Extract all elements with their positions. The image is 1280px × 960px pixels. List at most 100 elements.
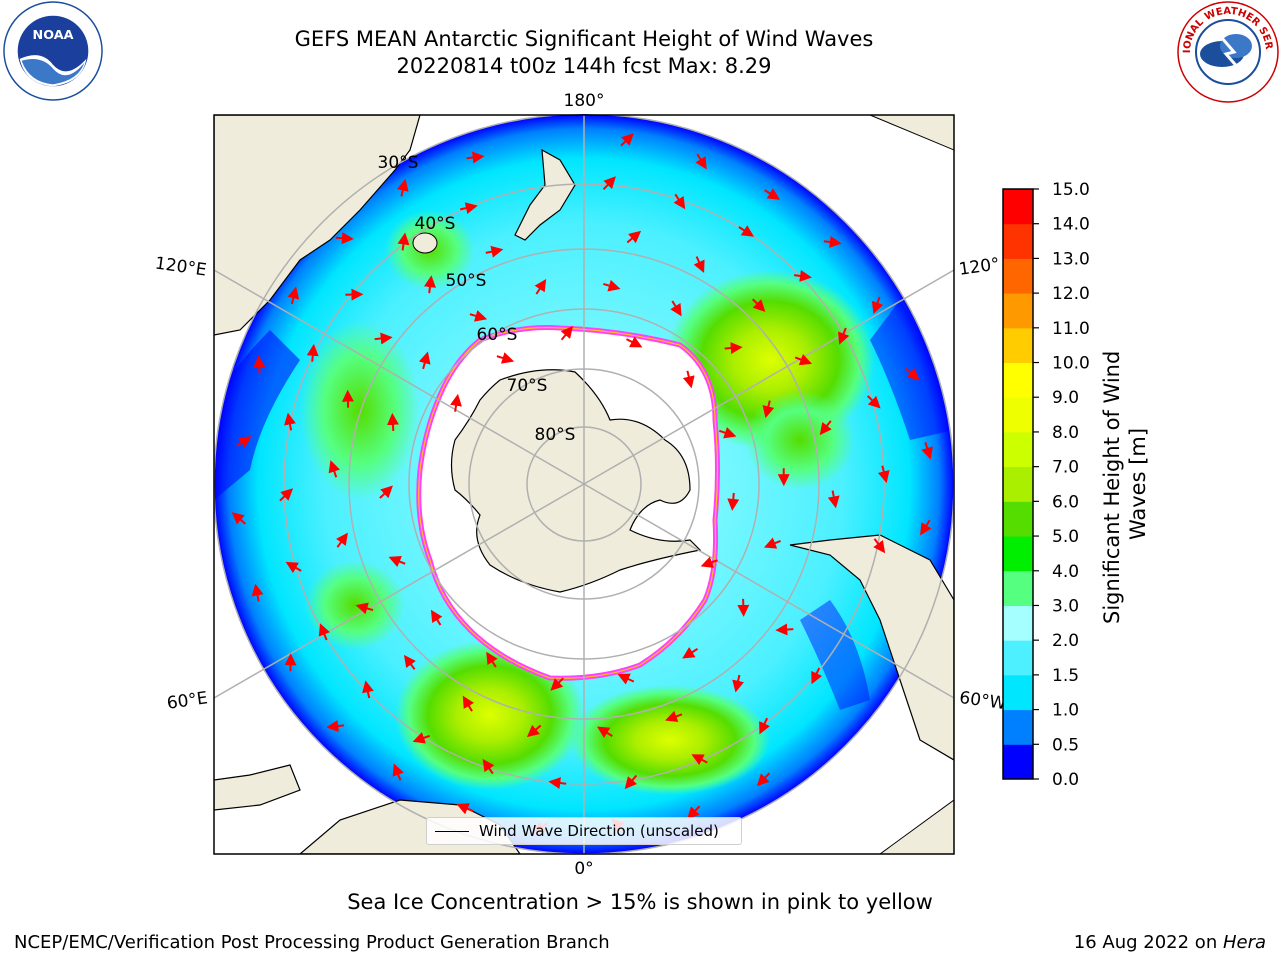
- wave-direction-arrow: [548, 777, 567, 790]
- wave-direction-arrow: [326, 720, 345, 733]
- wave-direction-arrow: [469, 310, 488, 322]
- wave-direction-arrow: [412, 732, 431, 744]
- colorbar-segment: [1003, 536, 1033, 572]
- wave-region-south-indian: [305, 560, 405, 650]
- colorbar-tick-label: 12.0: [1052, 284, 1090, 304]
- colorbar-segment: [1003, 744, 1033, 780]
- wave-direction-arrow: [700, 556, 718, 568]
- wave-direction-arrow: [687, 805, 701, 820]
- wave-direction-arrow: [374, 332, 393, 345]
- wave-direction-arrow: [450, 393, 462, 412]
- wave-direction-arrow: [253, 355, 266, 374]
- wave-direction-arrow: [231, 512, 247, 525]
- colorbar-segment: [1003, 570, 1033, 606]
- lat-label-80: 80°S: [535, 425, 576, 445]
- colorbar-tick-label: 10.0: [1052, 354, 1090, 374]
- colorbar-tick-label: 5.0: [1052, 527, 1079, 547]
- colorbar-segment: [1003, 709, 1033, 745]
- footer-date: 16 Aug 2022 on Hera: [1074, 932, 1266, 953]
- colorbar-segment: [1003, 397, 1033, 433]
- colorbar: [1003, 189, 1033, 780]
- wave-direction-arrow: [620, 133, 634, 147]
- wave-direction-arrow: [738, 225, 755, 237]
- wave-direction-arrow: [534, 278, 547, 295]
- wave-direction-arrow: [819, 420, 832, 436]
- colorbar-border: [1002, 188, 1034, 780]
- wave-direction-arrow: [877, 465, 890, 484]
- wave-direction-arrow: [306, 343, 319, 362]
- land-africa: [214, 764, 301, 811]
- wave-direction-arrow: [920, 519, 932, 536]
- wave-direction-arrow: [456, 803, 474, 815]
- wave-direction-arrow: [921, 442, 933, 460]
- wave-direction-arrow: [379, 485, 393, 499]
- wave-direction-arrow: [794, 353, 813, 366]
- land-antarctica: [450, 369, 702, 593]
- wave-direction-arrow: [682, 370, 695, 389]
- colorbar-title: Significant Height of Wind Waves [m]: [1100, 344, 1150, 624]
- wave-direction-arrow: [624, 774, 638, 790]
- legend-line-swatch: [435, 830, 469, 832]
- wave-direction-arrow: [285, 561, 302, 574]
- colorbar-segment: [1003, 362, 1033, 398]
- colorbar-tick-label: 4.0: [1052, 562, 1079, 582]
- wave-direction-arrow: [328, 460, 340, 478]
- wave-direction-arrow: [423, 275, 436, 294]
- wave-direction-arrow: [386, 412, 399, 431]
- wave-direction-arrow: [459, 202, 478, 215]
- colorbar-tick-label: 3.0: [1052, 596, 1079, 616]
- legend: Wind Wave Direction (unscaled): [426, 817, 742, 845]
- wave-direction-arrow: [597, 726, 613, 738]
- land-corner-top-right: [869, 115, 954, 151]
- wave-region-drake: [745, 390, 855, 490]
- wave-direction-arrow: [670, 300, 682, 317]
- lat-label-50: 50°S: [446, 271, 487, 291]
- wave-direction-arrow: [775, 623, 794, 636]
- wave-direction-arrow: [617, 673, 635, 685]
- colorbar-tick-label: 0.5: [1052, 735, 1079, 755]
- colorbar-segment: [1003, 189, 1033, 225]
- lon-label-bottom: 0°: [574, 859, 593, 879]
- wave-direction-arrow: [235, 436, 252, 448]
- wave-direction-arrow: [560, 325, 573, 341]
- lat-label-30: 30°S: [378, 153, 419, 173]
- colorbar-segment: [1003, 605, 1033, 641]
- wave-direction-arrow: [695, 153, 707, 170]
- wave-direction-arrow: [397, 232, 410, 251]
- colorbar-tick-label: 8.0: [1052, 423, 1079, 443]
- colorbar-segment: [1003, 466, 1033, 502]
- colorbar-tick-label: 1.0: [1052, 701, 1079, 721]
- colorbar-tick-label: 11.0: [1052, 319, 1090, 339]
- wave-direction-arrow: [355, 602, 374, 615]
- lon-label-top: 180°: [564, 91, 605, 111]
- wave-direction-arrow: [392, 763, 404, 781]
- graticule: [214, 115, 954, 854]
- wave-region-atlantic: [570, 685, 770, 795]
- wave-direction-arrow: [526, 724, 542, 738]
- colorbar-tick-label: 9.0: [1052, 388, 1079, 408]
- wave-direction-arrow: [396, 178, 409, 197]
- colorbar-tick-label: 6.0: [1052, 492, 1079, 512]
- wave-direction-arrow: [763, 537, 781, 549]
- wave-direction-arrow: [251, 583, 264, 602]
- wave-direction-arrow: [626, 336, 643, 348]
- wave-direction-arrow: [403, 654, 416, 670]
- wave-direction-arrow: [764, 188, 780, 200]
- colorbar-tick-label: 2.0: [1052, 631, 1079, 651]
- wave-direction-arrow: [762, 400, 775, 419]
- colorbar-tick-label: 0.0: [1052, 770, 1079, 790]
- colorbar-title-line1: Significant Height of Wind: [1100, 351, 1124, 624]
- wave-direction-arrow: [388, 555, 406, 568]
- svg-text:NOAA: NOAA: [33, 28, 74, 43]
- colorbar-tick-label: 15.0: [1052, 180, 1090, 200]
- wave-direction-arrow: [482, 758, 495, 775]
- wave-direction-arrow: [485, 245, 504, 258]
- wave-direction-arrow: [603, 279, 621, 292]
- wave-direction-arrow: [871, 296, 884, 315]
- land-corner-bottom-right: [879, 799, 954, 854]
- lat-label-70: 70°S: [507, 376, 548, 396]
- wave-direction-arrow: [727, 492, 740, 511]
- wave-direction-arrow: [418, 351, 431, 370]
- wave-direction-arrow: [823, 235, 842, 248]
- legend-label: Wind Wave Direction (unscaled): [479, 822, 719, 840]
